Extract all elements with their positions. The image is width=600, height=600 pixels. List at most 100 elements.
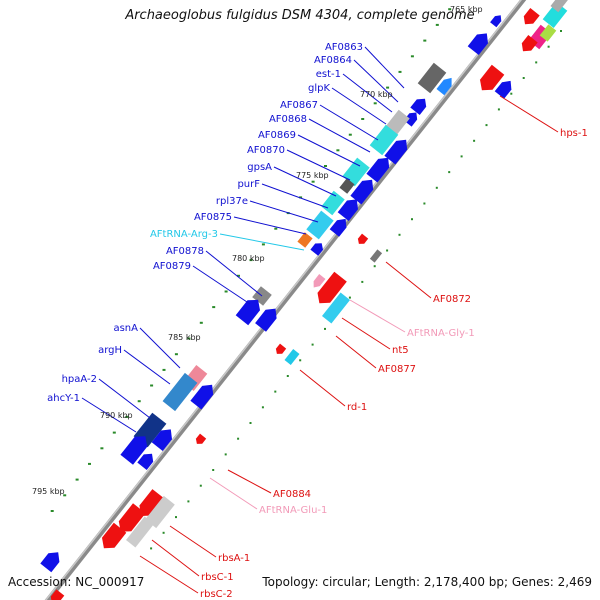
gc-tick [249,259,253,262]
kbp-tick-label: 780 kbp [232,254,265,263]
forward-label-leader [342,73,393,113]
gc-tick [336,149,340,152]
gc-tick [311,343,314,346]
forward-label-leader [192,265,251,305]
forward-feature [384,139,408,165]
forward-feature [436,77,452,96]
gc-tick [274,390,277,393]
forward-feature [190,384,214,410]
forward-label-leader [308,118,371,153]
reverse-label-leader [499,95,559,133]
reverse-feature [322,292,350,324]
forward-label-leader [273,166,337,197]
forward-label-leader [261,183,329,209]
forward-feature [235,299,260,326]
map-title: Archaeoglobus fulgidus DSM 4304, complet… [125,8,475,23]
forward-feature [467,33,488,55]
gc-tick [125,415,129,418]
kbp-tick-label: 795 kbp [32,487,65,496]
gc-tick [224,290,228,293]
gc-tick [249,422,252,424]
gene-labels: AF0863 AF0864 est-1 glpK AF0867 AF0868 AF0869 A… [47,42,588,600]
gc-tick [50,510,54,512]
gc-tick [398,70,402,73]
forward-feature [120,436,148,465]
reverse-gene-label: AF0884 [273,489,311,500]
forward-label-leader [249,200,319,223]
forward-gene-label: AF0864 [314,55,352,66]
gc-tick [63,494,67,497]
genome-summary-text: Topology: circular; Length: 2,178,400 bp… [262,575,592,589]
reverse-gene-label: AF0872 [433,294,471,305]
gc-tick [411,218,413,221]
genome-backbone [44,0,527,600]
gc-tick [448,171,451,174]
forward-label-leader [286,149,351,181]
gc-tick [88,462,91,465]
gc-tick [423,39,427,42]
forward-gene-label: est-1 [316,69,341,80]
gc-tick [423,202,426,205]
kbp-tick-label: 785 kbp [168,333,201,342]
reverse-feature [118,503,146,532]
reverse-label-leader [227,469,272,494]
gc-tick [510,92,513,95]
reverse-feature [145,495,175,529]
gc-tick [286,375,289,377]
gc-tick [224,453,227,456]
reverse-gene-label: rbsC-1 [201,572,234,583]
gc-tick [212,469,215,471]
gc-tick [162,368,166,371]
gc-tick [473,139,476,142]
gc-tick [547,45,550,48]
gc-tick [460,155,463,158]
forward-label-leader [233,216,307,235]
gc-tick [162,531,165,534]
reverse-feature [521,35,538,52]
forward-label-leader [319,104,379,141]
gc-tick [137,400,141,403]
forward-label-leader [331,87,387,125]
forward-feature [366,157,390,183]
kbp-tick-label: 775 kbp [296,171,329,180]
gc-tick [187,500,190,503]
forward-feature [417,62,447,94]
forward-gene-label: argH [98,345,122,356]
reverse-feature [284,349,300,365]
gc-tick [199,484,202,487]
forward-label-leader [81,397,137,433]
reverse-label-leader [169,525,217,558]
backbone-highlight [44,0,522,600]
forward-feature [386,109,410,135]
gc-tick [485,124,488,127]
forward-gene-label: AF0879 [153,261,191,272]
forward-feature [137,453,154,470]
reverse-feature [480,64,505,91]
gc-tick [386,86,390,89]
gc-tick [560,30,562,32]
forward-gene-label: AF0868 [269,114,307,125]
forward-label-leader [219,233,305,251]
forward-label-leader [123,349,171,385]
reverse-feature [195,433,207,444]
forward-feature [321,190,345,216]
gc-tick [373,102,377,105]
gc-tick [311,180,315,183]
forward-gene-label: glpK [308,83,330,94]
reverse-label-leader [335,335,377,369]
gc-tick [361,118,365,120]
forward-label-leader [205,250,263,297]
gc-tick [175,516,177,519]
reverse-feature [523,8,540,25]
forward-gene-label: AF0867 [280,100,318,111]
reverse-gene-label: AFtRNA-Glu-1 [259,505,327,516]
gc-tick [199,321,203,324]
reverse-feature [369,249,383,263]
forward-feature [162,372,198,412]
reverse-gene-label: rbsA-1 [218,553,250,564]
forward-feature [306,210,334,240]
forward-feature [329,218,347,237]
reverse-feature [494,80,512,99]
forward-gene-label: hpaA-2 [62,374,97,385]
